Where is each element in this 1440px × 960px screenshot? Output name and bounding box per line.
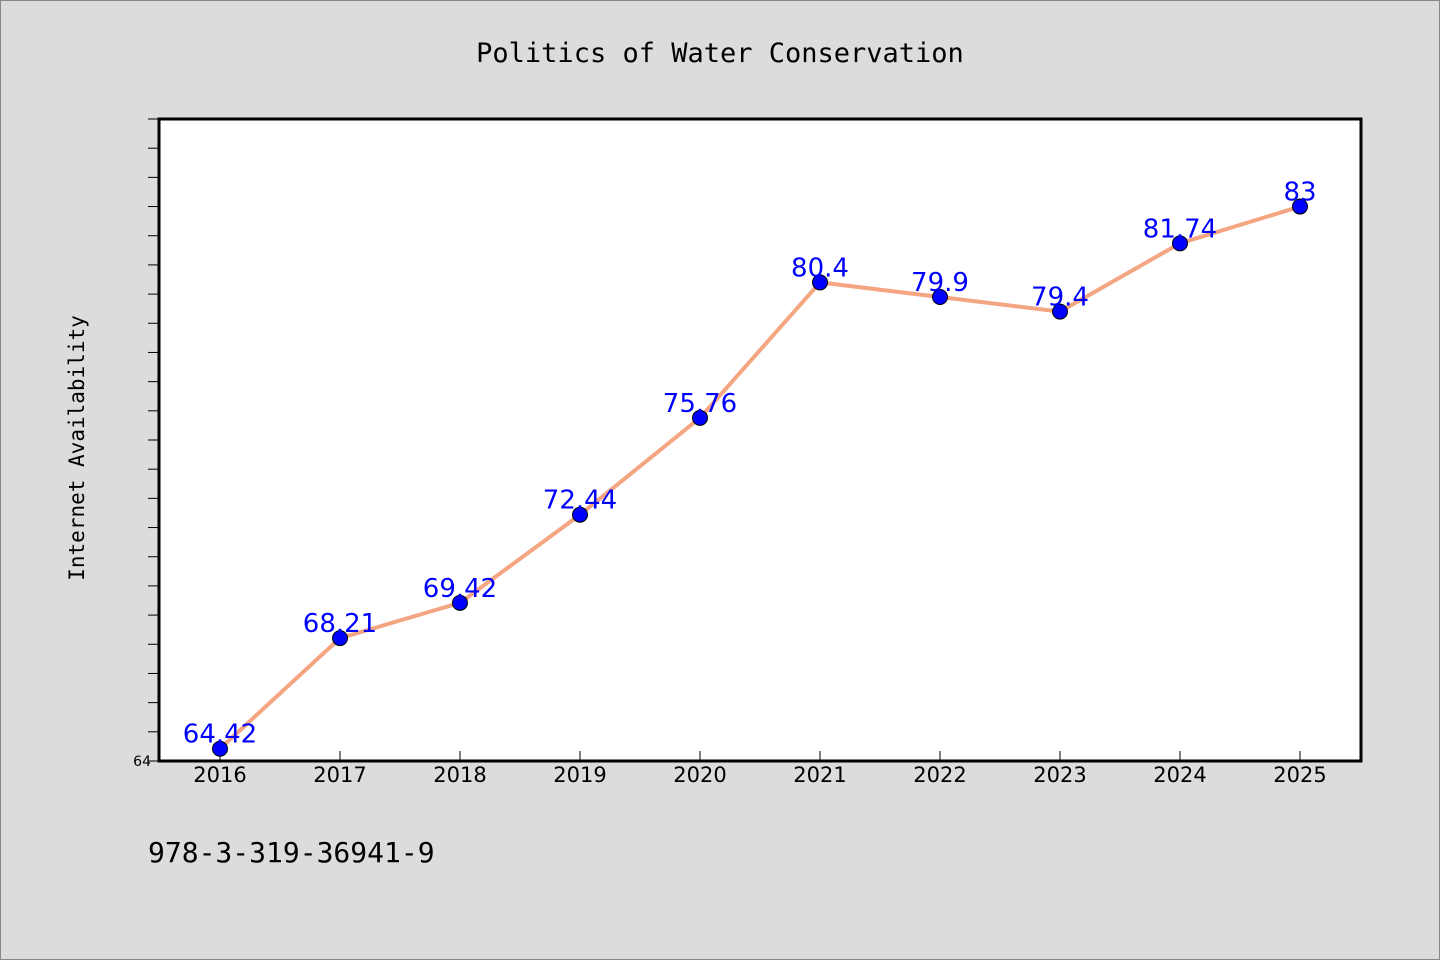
y-axis-ticks: 64: [133, 118, 159, 770]
data-point-2017: [332, 630, 348, 647]
x-tick-label: 2025: [1273, 763, 1326, 787]
data-label-2019: 72.44: [543, 486, 617, 516]
data-label-2020: 75.76: [663, 389, 737, 419]
data-label-2025: 83: [1283, 178, 1316, 208]
data-label-2023: 79.4: [1031, 283, 1089, 313]
x-tick-label: 2020: [673, 763, 726, 787]
footer-isbn: 978-3-319-36941-9: [148, 836, 435, 869]
data-point-2020: [692, 409, 708, 426]
data-label-2016: 64.42: [183, 720, 257, 750]
data-point-2016: [212, 740, 228, 757]
x-tick-label: 2019: [553, 763, 606, 787]
series-line: [218, 204, 1302, 751]
data-point-2025: [1292, 198, 1308, 215]
data-point-2024: [1172, 235, 1188, 252]
chart-title: Politics of Water Conservation: [476, 38, 964, 69]
data-label-2018: 69.42: [423, 574, 497, 604]
data-label-2021: 80.4: [791, 253, 849, 283]
data-label-2024: 81.74: [1143, 214, 1217, 244]
x-axis-ticks: 2016 2017 2018 2019 2020 2021 2022 2023 2024 2025: [193, 751, 1327, 787]
y-axis-label: Internet Availability: [65, 315, 89, 581]
x-tick-label: 2017: [313, 763, 366, 787]
series-layer: [212, 198, 1308, 757]
data-point-2023: [1052, 303, 1068, 320]
plot-area: [157, 117, 1363, 763]
data-point-2022: [932, 289, 948, 306]
data-point-2019: [572, 506, 588, 523]
x-tick-label: 2021: [793, 763, 846, 787]
x-tick-label: 2022: [913, 763, 966, 787]
data-label-2017: 68.21: [303, 609, 377, 639]
x-tick-label: 2016: [193, 763, 246, 787]
x-tick-label: 2018: [433, 763, 486, 787]
data-labels: 64.42 68.21 69.42 72.44 75.76 80.4 79.9 79.4 81.…: [183, 178, 1317, 750]
data-point-2021: [812, 274, 828, 291]
data-point-2018: [452, 594, 468, 611]
x-tick-label: 2024: [1153, 763, 1206, 787]
data-label-2022: 79.9: [911, 268, 969, 298]
y-tick-label: 64: [133, 754, 151, 770]
x-tick-label: 2023: [1033, 763, 1086, 787]
